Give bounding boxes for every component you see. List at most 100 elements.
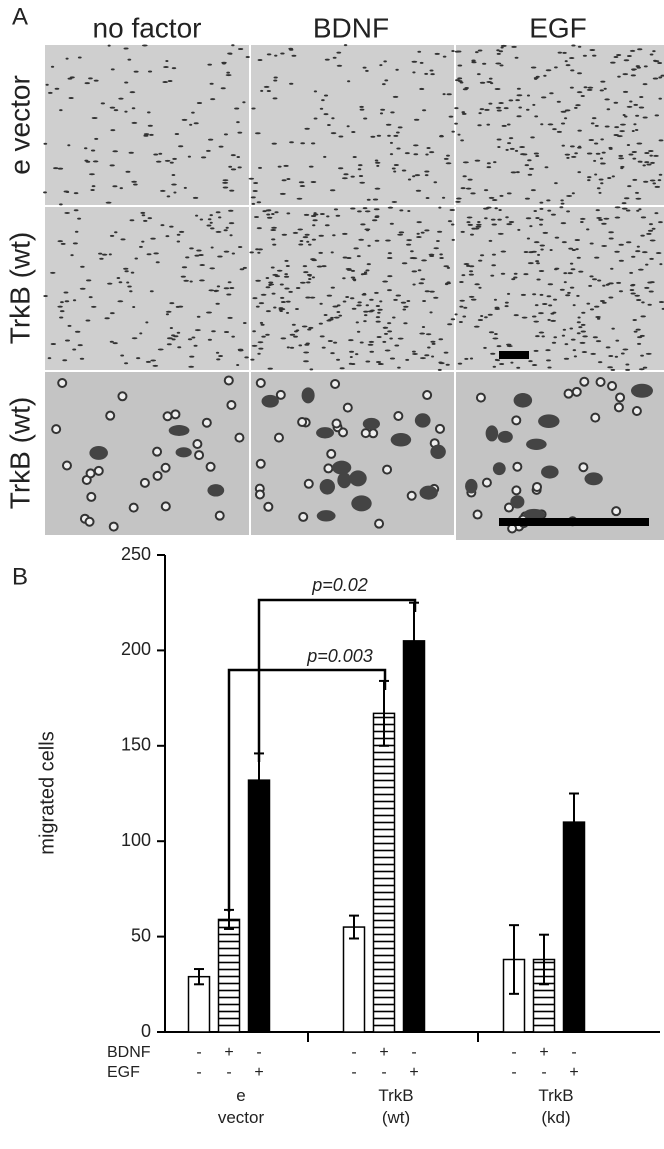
cell (110, 68, 115, 71)
cell (60, 301, 64, 304)
cell (129, 290, 133, 293)
cell (351, 269, 356, 272)
cell (265, 209, 271, 212)
cell (460, 139, 464, 142)
cell (599, 157, 604, 160)
cell (360, 223, 366, 226)
annotation: p=0.02 (311, 575, 368, 595)
micrograph (251, 207, 454, 370)
cell (289, 141, 294, 144)
cell (424, 354, 430, 357)
cell (477, 49, 483, 52)
cell (358, 175, 364, 178)
cell (229, 189, 235, 192)
cell (582, 54, 587, 57)
cell (165, 235, 170, 238)
cell (284, 259, 289, 262)
cell (174, 132, 180, 135)
cell (401, 169, 407, 172)
cell (505, 216, 509, 219)
cell (376, 164, 380, 167)
cell (90, 189, 95, 192)
cell (478, 112, 482, 115)
cell (303, 360, 309, 363)
cell (521, 316, 528, 319)
cell (206, 311, 212, 314)
cell (266, 53, 272, 56)
cell (207, 338, 212, 341)
cell (141, 214, 146, 217)
cell (257, 248, 263, 251)
cell (356, 330, 361, 333)
cell (208, 289, 215, 292)
cell (644, 151, 650, 154)
cell (326, 448, 337, 459)
cell (631, 255, 636, 258)
cell (643, 65, 648, 68)
cell (270, 229, 277, 232)
cell (167, 79, 173, 82)
cell (138, 245, 143, 248)
cell (343, 173, 349, 176)
cell (510, 495, 525, 509)
cell (365, 360, 371, 363)
cell (600, 162, 606, 165)
cell (350, 175, 355, 178)
cell (227, 281, 232, 284)
cell (561, 144, 565, 147)
cell (649, 281, 655, 284)
cell (580, 330, 586, 333)
cell (551, 341, 557, 344)
cell (335, 214, 341, 217)
cell (506, 345, 513, 348)
cell (576, 91, 583, 94)
cell (280, 337, 287, 340)
cell (526, 94, 531, 97)
cell (413, 118, 420, 121)
error-bar (379, 679, 389, 747)
cell (374, 239, 380, 242)
cell (433, 247, 439, 250)
cell (276, 269, 283, 272)
cell (594, 142, 599, 145)
cell (333, 316, 340, 319)
cell (560, 122, 566, 125)
cell (577, 45, 582, 48)
cell (119, 187, 123, 190)
cell (57, 305, 63, 308)
x-tick-label: TrkB (wt) (378, 1086, 414, 1127)
cell (437, 368, 442, 371)
cell (514, 56, 519, 59)
cell (507, 142, 512, 145)
cell (333, 208, 339, 211)
cell (360, 428, 371, 439)
cell (176, 233, 181, 236)
cell (541, 465, 559, 479)
cell (89, 445, 108, 460)
cell (124, 110, 128, 113)
cell (299, 281, 306, 284)
cell (57, 240, 64, 243)
cell (363, 314, 368, 317)
cell (77, 344, 83, 347)
cell (283, 275, 290, 278)
cell (623, 59, 630, 62)
micrographs (43, 44, 664, 540)
cell (634, 191, 639, 194)
condition-sign: - (571, 1044, 576, 1061)
cell (605, 346, 611, 349)
cell (316, 265, 323, 268)
cell (397, 366, 401, 369)
cell (90, 149, 96, 152)
cell (62, 359, 68, 362)
cell (254, 215, 259, 218)
cell (433, 181, 438, 184)
y-tick-label: 150 (121, 735, 151, 755)
cell (622, 114, 626, 117)
cell (426, 147, 431, 150)
cell (50, 342, 57, 345)
cell (351, 307, 357, 310)
cell (133, 183, 138, 186)
cell (464, 357, 469, 360)
cell (346, 257, 352, 260)
